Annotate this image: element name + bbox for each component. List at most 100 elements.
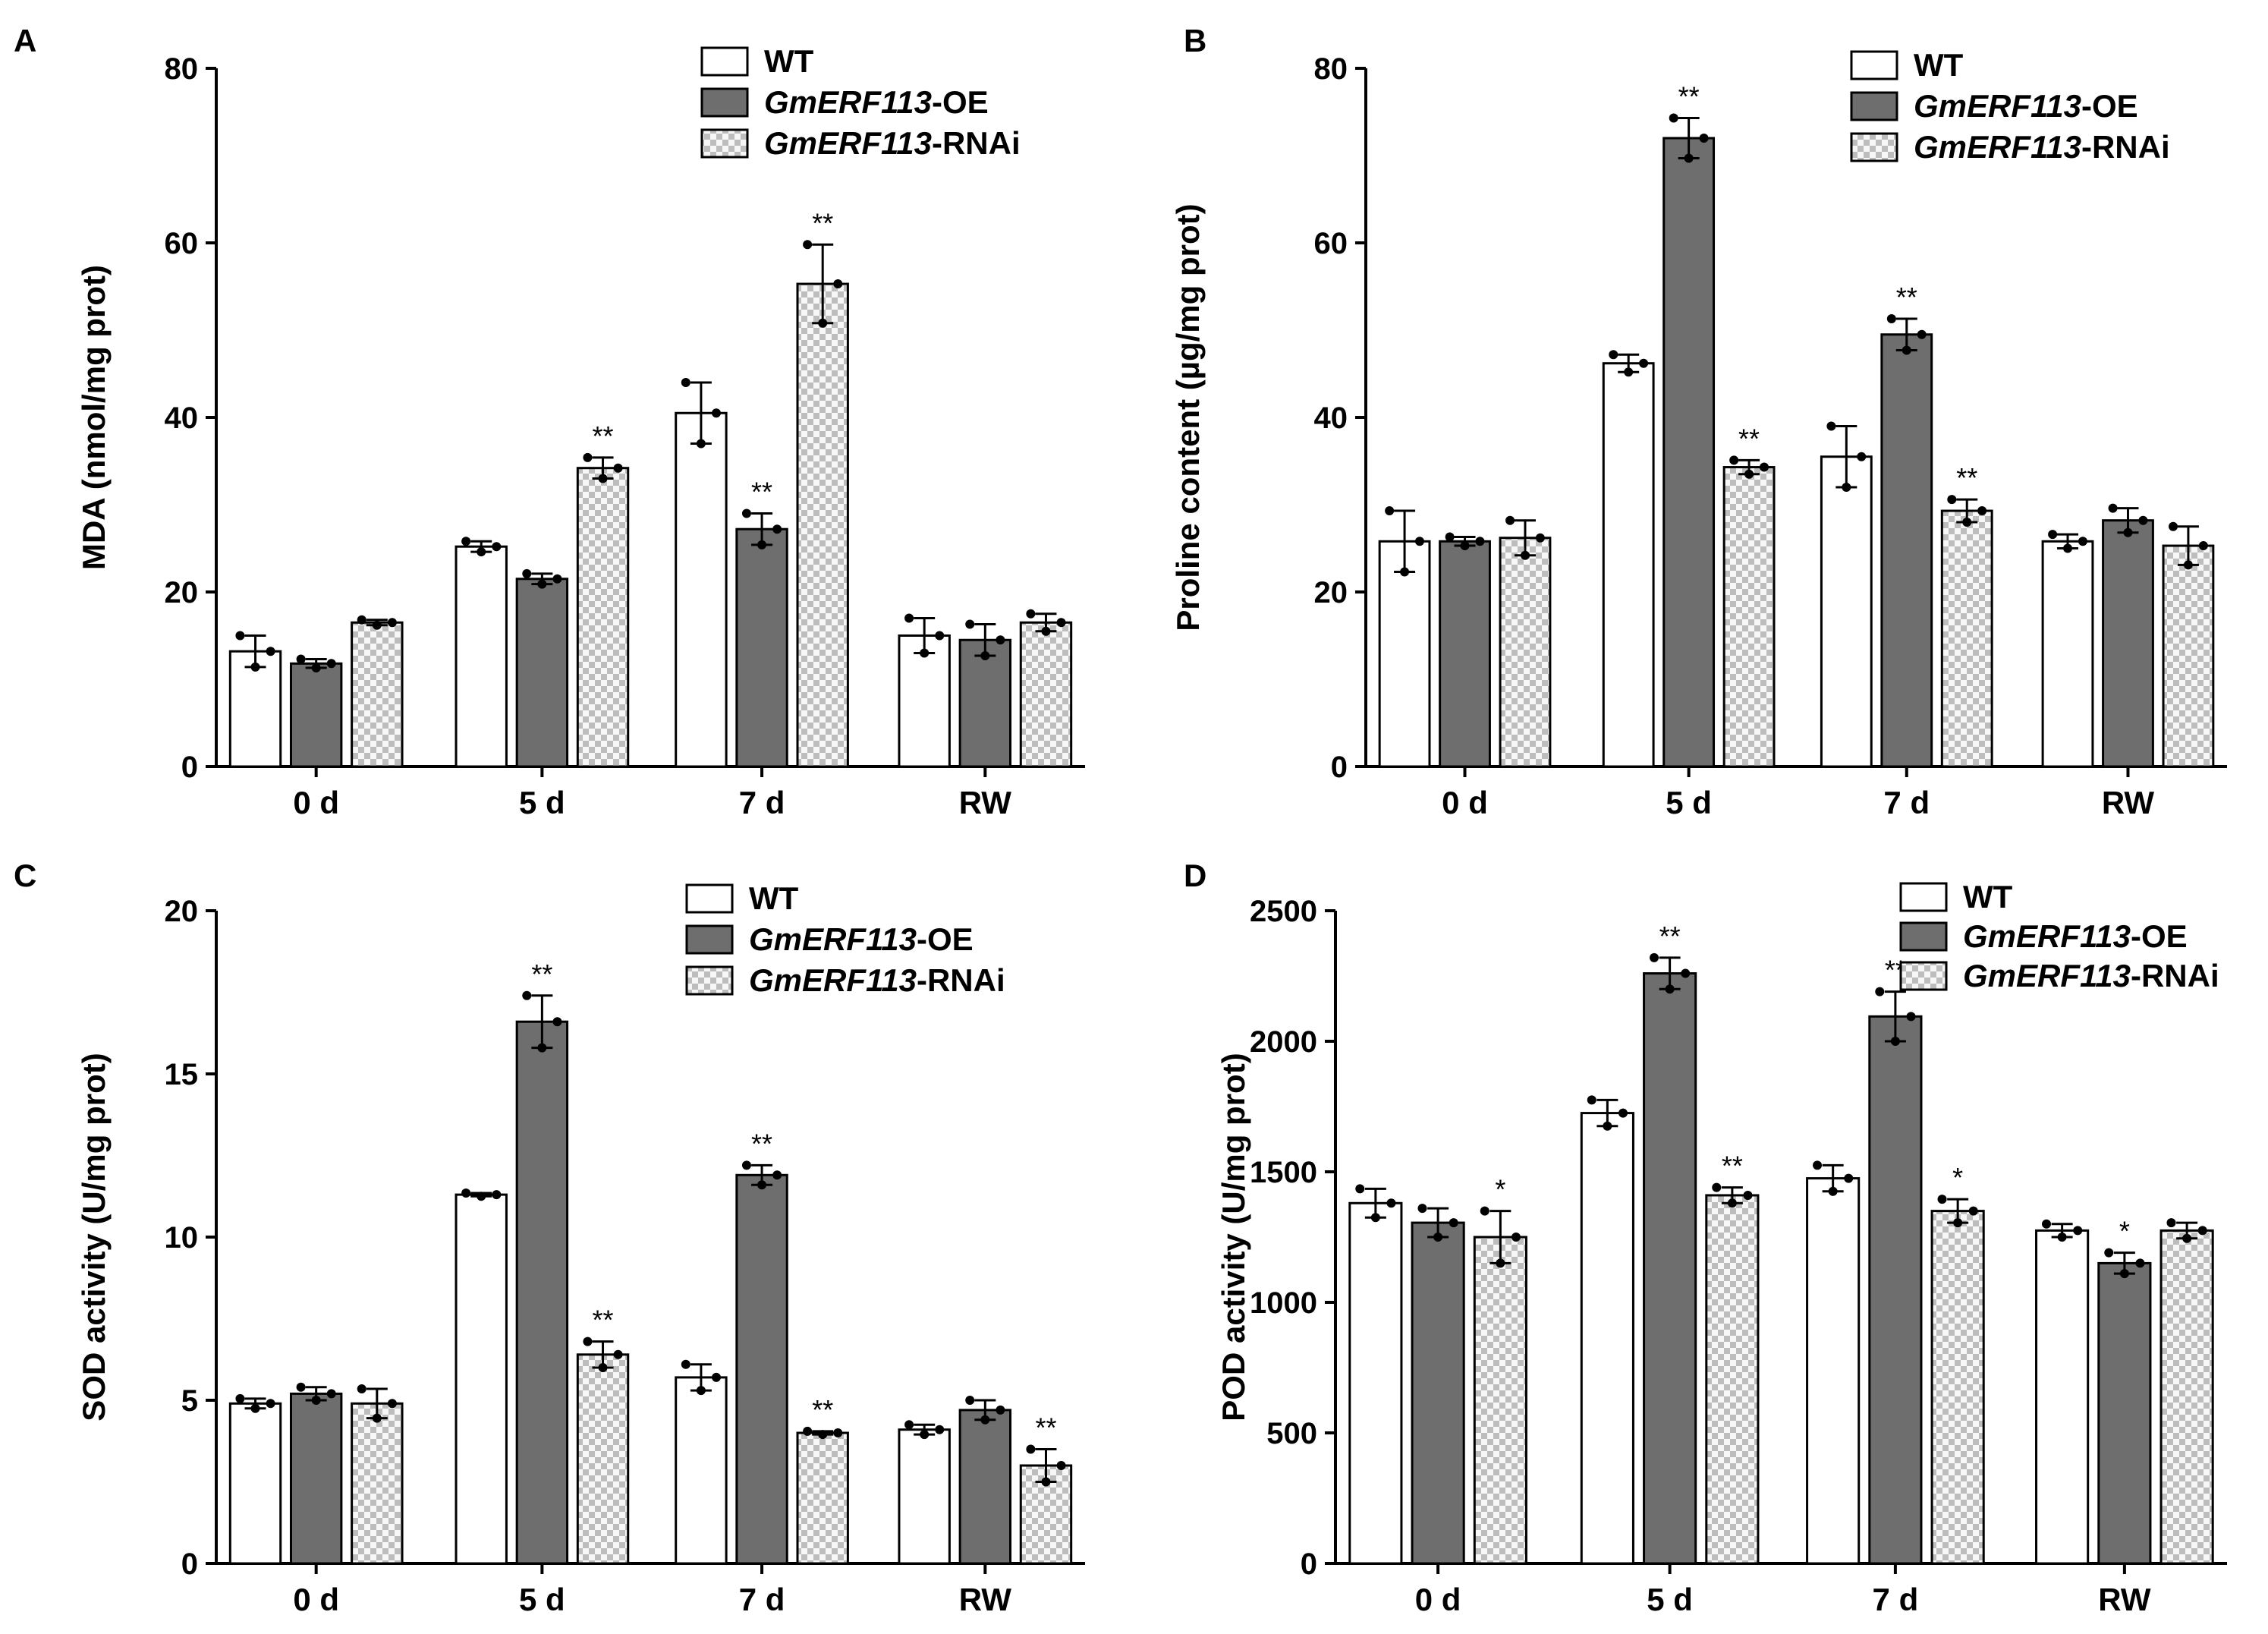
legend-label-part: GmERF113 [1963,958,2131,993]
legend-swatch [1850,91,1898,121]
data-point [1026,1444,1036,1454]
data-point [1665,984,1675,994]
y-tick-label: 0 [181,751,198,784]
data-point [1729,455,1739,465]
data-point [1370,1213,1380,1223]
data-point [522,990,532,1000]
data-point [757,1180,767,1190]
data-point [965,1396,975,1405]
y-tick-label: 40 [1314,401,1348,435]
data-point [372,620,382,630]
y-tick-label: 80 [1314,52,1348,86]
legend-swatch [700,46,749,77]
data-point [1587,1095,1596,1105]
data-point [1968,1206,1978,1216]
data-point [2198,541,2208,551]
y-tick-label: 0 [181,1547,198,1581]
data-point [552,1017,562,1027]
significance-mark: ** [751,1128,772,1159]
legend-label-part: WT [749,880,799,916]
panel-a: A 0 20 40 60 80 MDA (nmol/mg prot) 0 d 5 d ** 7 d *… [14,23,1085,820]
significance-mark: * [1952,1162,1963,1193]
data-point [1496,1258,1505,1268]
data-point [1669,113,1678,123]
y-tick-label: 60 [1314,227,1348,260]
data-point [613,1349,623,1359]
data-point [935,1425,945,1434]
legend-label: GmERF113-RNAi [749,962,1005,998]
bar [1411,1221,1465,1565]
data-point [818,318,828,328]
legend-label: WT [1914,47,1964,83]
bar [1602,362,1655,768]
y-axis-label: POD activity (U/mg prot) [1216,1053,1251,1421]
data-point [1505,515,1515,525]
data-point [1041,1477,1051,1487]
y-tick-label: 1000 [1250,1286,1317,1320]
bar [1348,1201,1403,1565]
data-point [1937,1195,1947,1204]
data-point [311,1396,321,1405]
data-point [1026,609,1036,619]
data-point [1902,345,1911,355]
data-point [1385,506,1395,516]
data-point [1480,1206,1489,1216]
legend-label-part: GmERF113 [764,125,932,161]
y-tick-label: 40 [165,401,199,435]
legend-label: GmERF113-RNAi [1914,129,2170,165]
data-point [1712,1182,1722,1192]
data-point [537,1043,547,1053]
data-point [552,574,562,584]
bar [351,1402,404,1565]
legend-label: GmERF113-RNAi [764,125,1021,161]
significance-mark: ** [531,959,552,990]
bar [515,578,569,768]
data-point [2119,1269,2129,1279]
data-point [980,650,990,660]
y-tick-label: 0 [1301,1547,1317,1581]
data-point [1475,537,1485,546]
bar [735,1173,788,1565]
y-tick-label: 2000 [1250,1025,1317,1059]
data-point [696,439,706,449]
data-point [1875,987,1885,996]
legend-label-part: -OE [932,84,989,120]
bar [1705,1194,1760,1565]
data-point [598,1363,608,1372]
data-point [1609,350,1618,360]
data-point [387,1399,397,1409]
bar [1806,1177,1861,1565]
legend-swatch [685,924,734,955]
y-tick-label: 15 [165,1058,199,1091]
y-tick-label: 10 [165,1221,199,1255]
y-tick-label: 1500 [1250,1156,1317,1189]
data-point [1953,1218,1963,1228]
data-point [461,537,471,546]
data-point [818,1430,828,1440]
legend-label-part: -OE [917,921,974,957]
data-point [372,1413,382,1423]
bar [1662,137,1716,768]
legend-swatch [1850,50,1898,80]
y-tick-label: 500 [1266,1417,1317,1450]
data-point [803,1426,813,1436]
legend-swatch [700,87,749,118]
data-point [235,1393,245,1403]
legend-swatch [685,883,734,914]
bar [228,1402,282,1565]
bar [1439,540,1491,768]
legend-label-part: GmERF113 [1914,88,2081,124]
bar [2102,519,2154,768]
data-point [2183,560,2193,570]
significance-mark: ** [1896,282,1917,313]
data-point [711,1372,721,1382]
x-tick-label: 7 d [739,785,785,820]
significance-mark: ** [1659,921,1681,952]
panel-d: D 0 500 1000 1500 2000 2500 POD activity (U/mg … [1184,858,2227,1617]
data-point [711,408,721,418]
legend-swatch [685,965,734,996]
bar [2041,540,2094,768]
